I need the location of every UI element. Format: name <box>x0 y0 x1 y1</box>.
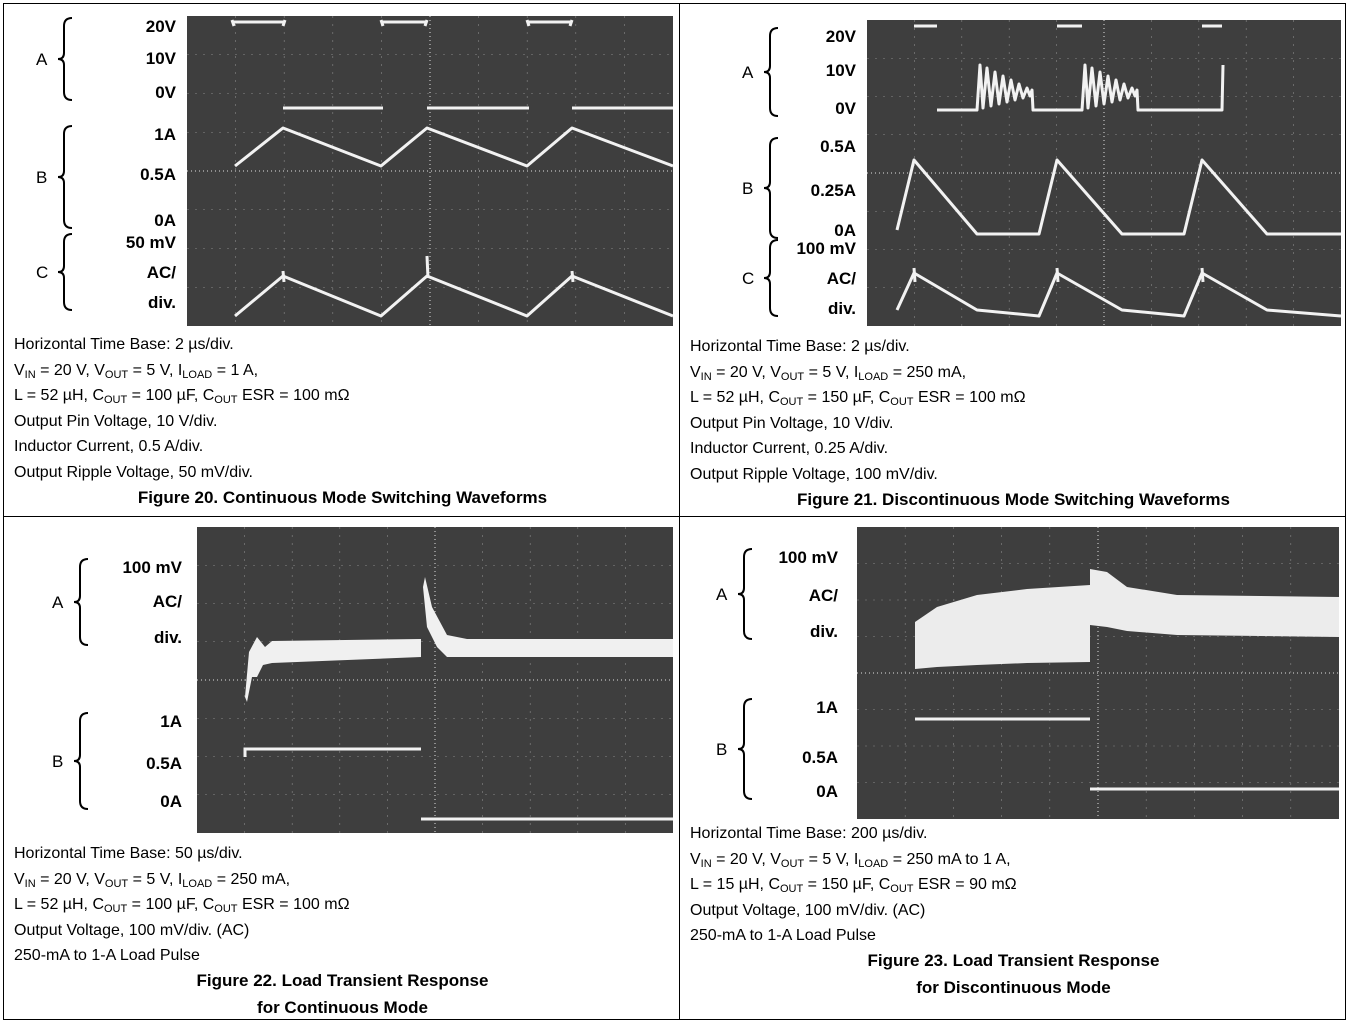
caption-line: Output Pin Voltage, 10 V/div. <box>14 412 218 430</box>
trace-scale-label: 0.5A <box>146 754 182 773</box>
trace-scale-label: 1A <box>160 712 182 731</box>
caption-components: L = 52 µH, COUT = 100 µF, COUT ESR = 100… <box>14 387 350 406</box>
trace-letter: A <box>742 63 754 82</box>
trace-letter: B <box>742 179 754 198</box>
trace-scale-label: div. <box>153 628 182 647</box>
figure-23-panel: A 100 mV AC/div. B 1A 0.5A 0A Horizontal Time … <box>679 516 1346 1020</box>
caption-line: Inductor Current, 0.25 A/div. <box>690 440 889 457</box>
trace-letter: A <box>716 585 728 604</box>
brace-icon <box>73 712 89 810</box>
trace-scale-label: 0.25A <box>810 181 856 200</box>
oscilloscope-trace-figure-21 <box>867 20 1341 326</box>
figure-title: Figure 23. Load Transient Response for D… <box>680 947 1347 1001</box>
trace-scale-label: AC/ <box>826 269 856 288</box>
trace-scale-label: 0A <box>154 211 176 230</box>
trace-scale-label: 100 mV <box>796 239 856 258</box>
trace-scale-label: AC/ <box>808 586 838 605</box>
figure-title-line-1: Figure 23. Load Transient Response <box>867 951 1160 970</box>
trace-letter: C <box>36 263 49 282</box>
caption-line: 250-mA to 1-A Load Pulse <box>14 947 200 964</box>
trace-letter: B <box>52 752 64 771</box>
figure-22-panel: A 100 mV AC/div. B 1A 0.5A 0A Horizontal Time … <box>3 516 680 1020</box>
brace-icon <box>737 548 753 640</box>
caption-line: Inductor Current, 0.5 A/div. <box>14 438 204 455</box>
trace-scale-label: 1A <box>816 698 838 717</box>
brace-icon <box>763 27 779 117</box>
caption-conditions: VIN = 20 V, VOUT = 5 V, ILOAD = 250 mA, <box>690 363 967 383</box>
caption-line: Output Ripple Voltage, 50 mV/div. <box>14 463 253 481</box>
trace-scale-label: 0A <box>160 792 182 811</box>
trace-scale-label: 0.5A <box>140 165 176 184</box>
oscilloscope-trace-figure-23 <box>857 527 1339 819</box>
oscilloscope-trace-figure-20 <box>187 16 673 326</box>
trace-scale-label: 10V <box>145 49 176 68</box>
caption-line: 250-mA to 1-A Load Pulse <box>690 927 876 944</box>
brace-icon <box>57 233 73 311</box>
brace-icon <box>763 239 779 317</box>
caption-line: Output Voltage, 100 mV/div. (AC) <box>690 901 926 919</box>
brace-icon <box>763 137 779 239</box>
trace-scale-label: div. <box>147 293 176 312</box>
caption-time-base: Horizontal Time Base: 2 µs/div. <box>14 336 234 353</box>
trace-scale-label: 0A <box>834 221 856 240</box>
figure-title: Figure 21. Discontinuous Mode Switching … <box>797 490 1230 509</box>
trace-scale-label: 0.5A <box>802 748 838 767</box>
trace-letter: A <box>36 50 48 69</box>
figure-title-line-1: Figure 22. Load Transient Response <box>196 971 489 990</box>
trace-scale-label: 0A <box>816 782 838 801</box>
caption-line: Output Pin Voltage, 10 V/div. <box>690 414 894 432</box>
caption-time-base: Horizontal Time Base: 2 µs/div. <box>690 338 910 355</box>
caption-conditions: VIN = 20 V, VOUT = 5 V, ILOAD = 250 mA, <box>14 870 291 890</box>
trace-scale-label: AC/ <box>152 592 182 611</box>
trace-scale-label: div. <box>827 299 856 318</box>
brace-icon <box>73 558 89 646</box>
caption-components: L = 15 µH, COUT = 150 µF, COUT ESR = 90 … <box>690 876 1017 895</box>
caption-line: Output Ripple Voltage, 100 mV/div. <box>690 465 938 483</box>
trace-scale-label: AC/ <box>146 263 176 282</box>
caption-conditions: VIN = 20 V, VOUT = 5 V, ILOAD = 1 A, <box>14 361 259 381</box>
trace-scale-label: 20V <box>825 27 856 46</box>
brace-icon <box>57 125 73 229</box>
caption-components: L = 52 µH, COUT = 100 µF, COUT ESR = 100… <box>14 896 350 915</box>
trace-letter: B <box>716 740 728 759</box>
caption-conditions: VIN = 20 V, VOUT = 5 V, ILOAD = 250 mA t… <box>690 850 1011 870</box>
figure-title: Figure 20. Continuous Mode Switching Wav… <box>137 488 548 507</box>
trace-scale-label: 100 mV <box>778 548 838 567</box>
brace-icon <box>737 698 753 800</box>
trace-scale-label: 100 mV <box>122 558 182 577</box>
figure-20-panel: A 20V 10V 0V B 1A 0.5A 0A C 50 mV AC/div. Horizont… <box>3 3 680 517</box>
figure-title-line-2: for Continuous Mode <box>257 998 428 1017</box>
trace-scale-label: 20V <box>145 17 176 36</box>
oscilloscope-trace-figure-22 <box>197 527 673 833</box>
trace-scale-label: 0V <box>155 83 176 102</box>
caption-time-base: Horizontal Time Base: 200 µs/div. <box>690 825 928 842</box>
trace-scale-label: 10V <box>825 61 856 80</box>
trace-letter: B <box>36 168 48 187</box>
trace-scale-label: div. <box>809 622 838 641</box>
trace-letter: C <box>742 269 755 288</box>
caption-line: Output Voltage, 100 mV/div. (AC) <box>14 921 250 939</box>
trace-scale-label: 0V <box>835 99 856 118</box>
trace-letter: A <box>52 593 64 612</box>
figure-21-panel: A 20V 10V 0V B 0.5A 0.25A 0A C 100 mV AC/div. Hori… <box>679 3 1346 517</box>
caption-components: L = 52 µH, COUT = 150 µF, COUT ESR = 100… <box>690 389 1026 408</box>
trace-scale-label: 0.5A <box>820 137 856 156</box>
trace-scale-label: 1A <box>154 125 176 144</box>
brace-icon <box>57 17 73 101</box>
trace-scale-label: 50 mV <box>125 233 176 252</box>
caption-time-base: Horizontal Time Base: 50 µs/div. <box>14 845 243 862</box>
figure-title-line-2: for Discontinuous Mode <box>916 978 1111 997</box>
figure-title: Figure 22. Load Transient Response for C… <box>4 967 681 1021</box>
